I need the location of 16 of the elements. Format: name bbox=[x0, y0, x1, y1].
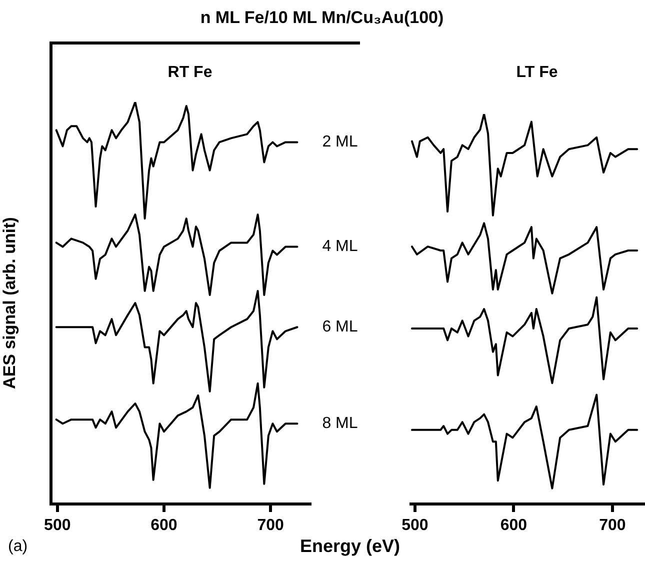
x-tick-label: 500 bbox=[402, 517, 428, 534]
x-tick-label: 500 bbox=[44, 517, 71, 534]
chart-title: n ML Fe/10 ML Mn/Cu₃Au(100) bbox=[200, 8, 444, 28]
text: (a) bbox=[8, 538, 28, 556]
x-tick-label: 700 bbox=[599, 517, 626, 534]
series-label: 2 ML bbox=[322, 134, 358, 151]
x-tick-label: 700 bbox=[257, 517, 284, 534]
series-label: 8 ML bbox=[322, 415, 358, 432]
series-label: 6 ML bbox=[322, 318, 358, 336]
chart-title: LT Fe bbox=[516, 64, 558, 82]
y-axis-title: AES signal (arb. unit) bbox=[0, 217, 19, 389]
x-axis-title: Energy (eV) bbox=[300, 536, 400, 557]
x-tick-label: 600 bbox=[150, 517, 178, 534]
chart-subtitle: RT Fe bbox=[168, 64, 212, 82]
series-label: 4 ML bbox=[322, 238, 358, 256]
x-tick-label: 600 bbox=[500, 517, 528, 534]
